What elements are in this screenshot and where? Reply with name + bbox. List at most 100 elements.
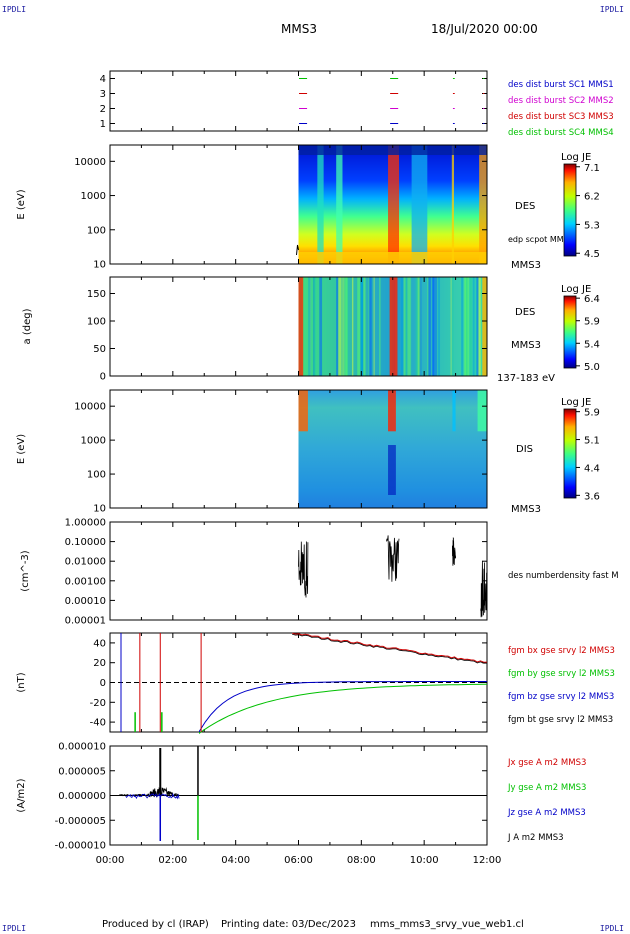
des-energy-colorbar-label: 6.2 (584, 192, 600, 203)
des-pitch-ytick-label: 100 (87, 317, 106, 328)
dis-energy-colorbar-label: 5.9 (584, 408, 600, 419)
dis-energy-colorbar-label: 4.4 (584, 463, 600, 474)
des-pitch-feature (298, 277, 304, 376)
time-axis-label: 02:00 (158, 855, 187, 866)
dis-energy-ytick-label: 100 (87, 470, 106, 481)
density-trace (452, 537, 456, 566)
des-energy-ytick-label: 10000 (74, 157, 106, 168)
des-pitch-feature (313, 277, 317, 376)
dis-energy-feature (298, 390, 308, 432)
des-energy-ytick-label: 100 (87, 225, 106, 236)
burst-ytick-label: 4 (100, 74, 106, 85)
des-pitch-energy-label: 137-183 eV (497, 373, 555, 384)
bfield-ylabel: (nT) (16, 672, 27, 692)
des-energy-feature (411, 145, 428, 264)
density-ylabel: (cm^-3) (20, 550, 31, 591)
des-pitch-feature (308, 277, 311, 376)
dis-energy-ytick-label: 1000 (81, 436, 106, 447)
time-axis-label: 06:00 (284, 855, 313, 866)
burst-legend-3: des dist burst SC3 MMS3 (508, 112, 614, 122)
des-pitch-colorbar-label: 5.9 (584, 317, 600, 328)
des-pitch-feature (343, 277, 347, 376)
bfield-ytick-label: 40 (93, 638, 106, 649)
des-energy-species-label: DES (515, 201, 535, 212)
des-pitch-colorbar-label: 5.0 (584, 362, 600, 373)
des-pitch-feature (360, 277, 363, 376)
dis-energy-colorbar-title: Log JE (561, 397, 591, 408)
des-pitch-feature (389, 277, 398, 376)
des-pitch-feature (351, 277, 354, 376)
current-ytick-label: 0.000010 (58, 742, 106, 753)
density-ytick-label: 0.00100 (65, 576, 106, 587)
density-trace (298, 541, 309, 598)
bfield-bt-trace (292, 633, 488, 664)
des-energy-colorbar-label: 5.3 (584, 220, 600, 231)
des-pitch-feature (482, 277, 487, 376)
des-pitch-feature (368, 277, 372, 376)
dis-energy-ylabel: E (eV) (16, 434, 27, 464)
des-pitch-feature (338, 277, 341, 376)
current-ytick-label: 0.000000 (58, 791, 106, 802)
dis-energy-colorbar-label: 5.1 (584, 436, 600, 447)
des-pitch-feature (400, 277, 404, 376)
des-pitch-feature (403, 277, 406, 376)
des-pitch-feature (452, 277, 454, 376)
des-energy-overlay-label: edp scpot MMS3 (508, 235, 574, 244)
des-pitch-feature (410, 277, 412, 376)
des-pitch-sc-label: MMS3 (511, 340, 541, 351)
des-energy-feature (388, 145, 400, 264)
density-legend: des numberdensity fast M (508, 571, 619, 581)
des-pitch-feature (468, 277, 470, 376)
des-energy-feature (479, 145, 487, 264)
density-trace (386, 535, 400, 582)
des-energy-ylabel: E (eV) (16, 189, 27, 219)
footer-produced: Produced by cl (IRAP) (102, 919, 209, 930)
current-legend-2: Jy gse A m2 MMS3 (507, 783, 586, 793)
des-pitch-feature (463, 277, 465, 376)
burst-ytick-label: 2 (100, 104, 106, 115)
bfield-ytick-label: -40 (90, 718, 106, 729)
bfield-legend-3: fgm bz gse srvy l2 MMS3 (508, 692, 614, 702)
density-trace (480, 560, 488, 618)
des-pitch-ytick-label: 0 (100, 372, 106, 383)
dis-energy-species-label: DIS (516, 444, 533, 455)
corner-label-bottom-left: IPDLI (2, 924, 27, 933)
des-pitch-feature (433, 277, 435, 376)
des-energy-colorbar-label: 7.1 (584, 163, 600, 174)
des-pitch-colorbar-label: 5.4 (584, 339, 600, 350)
corner-label-top-left: IPDLI (2, 5, 27, 14)
time-axis-label: 08:00 (347, 855, 376, 866)
des-pitch-feature (415, 277, 418, 376)
des-energy-low-band (298, 252, 487, 264)
des-pitch-colorbar-label: 6.4 (584, 294, 600, 305)
dis-energy-ytick-label: 10000 (74, 402, 106, 413)
des-pitch-feature (469, 277, 473, 376)
des-pitch-feature (357, 277, 361, 376)
dis-energy-ytick-label: 10 (93, 504, 106, 515)
time-axis-label: 04:00 (221, 855, 250, 866)
des-pitch-ytick-label: 150 (87, 289, 106, 300)
dis-energy-sc-label: MMS3 (511, 504, 541, 515)
bfield-bz-trace (199, 681, 487, 732)
dis-energy-feature (452, 390, 456, 432)
burst-panel-frame (109, 70, 488, 132)
des-pitch-feature (405, 277, 408, 376)
des-pitch-feature (345, 277, 348, 376)
burst-ytick-label: 3 (100, 89, 106, 100)
des-energy-ytick-label: 10 (93, 260, 106, 271)
des-pitch-feature (407, 277, 411, 376)
time-axis-label: 00:00 (96, 855, 125, 866)
burst-legend-1: des dist burst SC1 MMS1 (508, 80, 614, 90)
footer-printing-date: Printing date: 03/Dec/2023 (221, 919, 357, 930)
des-pitch-feature (417, 277, 421, 376)
current-legend-1: Jx gse A m2 MMS3 (507, 758, 586, 768)
dis-energy-feature (388, 445, 396, 495)
density-frame (109, 521, 488, 621)
density-ytick-label: 0.01000 (65, 557, 106, 568)
bfield-ytick-label: 20 (93, 658, 106, 669)
bfield-bx-trace (292, 632, 488, 663)
des-pitch-feature (379, 277, 381, 376)
current-legend-3: Jz gse A m2 MMS3 (507, 808, 586, 818)
dis-energy-feature (477, 390, 487, 432)
des-pitch-feature (428, 277, 431, 376)
